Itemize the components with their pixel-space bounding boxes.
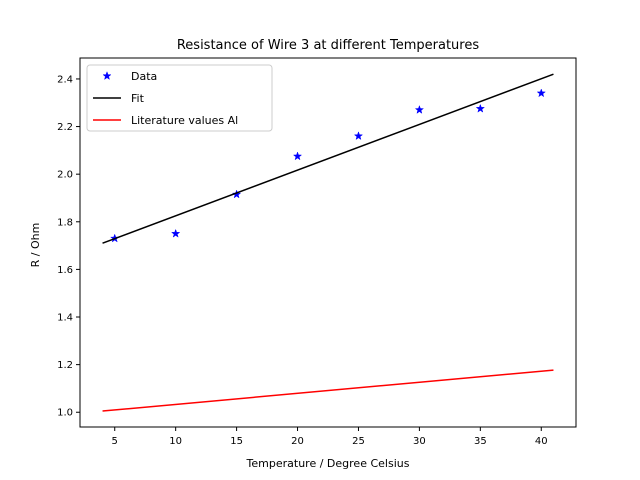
- x-axis-label: Temperature / Degree Celsius: [246, 457, 410, 470]
- y-axis-ticks: 1.0 1.2 1.4 1.6 1.8 2.0 2.2 2.4: [57, 74, 80, 419]
- axes-frame: [79, 57, 577, 428]
- y-tick-label: 2.4: [57, 74, 73, 85]
- y-tick-label: 1.0: [57, 408, 73, 419]
- y-axis-label: R / Ohm: [29, 223, 42, 268]
- y-tick-label: 1.8: [57, 217, 73, 228]
- legend-swatch: [102, 71, 112, 81]
- data-point: [414, 104, 425, 114]
- data-point: [170, 228, 181, 238]
- data-point: [536, 88, 546, 98]
- x-tick-label: 20: [291, 436, 304, 447]
- legend-box: [86, 64, 273, 132]
- data-point: [353, 131, 364, 141]
- chart-title: Resistance of Wire 3 at different Temper…: [177, 38, 480, 53]
- y-tick-label: 1.2: [57, 360, 73, 371]
- y-tick-label: 2.2: [57, 122, 73, 133]
- x-tick-label: 25: [352, 436, 365, 447]
- legend-label: Data: [131, 70, 157, 83]
- series-line-fit: [102, 73, 554, 244]
- legend-label: Literature values Al: [131, 114, 238, 127]
- legend-label: Fit: [131, 92, 145, 105]
- x-tick-label: 35: [474, 436, 487, 447]
- series-layer: [102, 73, 554, 412]
- y-tick-label: 2.0: [57, 170, 73, 181]
- y-tick-label: 1.6: [57, 265, 73, 276]
- x-axis-ticks: 5 10 15 20 25 30 35 40: [112, 427, 548, 447]
- legend-item-fit: Fit: [93, 92, 145, 105]
- x-tick-label: 10: [169, 436, 182, 447]
- data-point: [475, 103, 486, 113]
- y-tick-label: 1.4: [57, 313, 73, 324]
- series-fit: [102, 73, 554, 244]
- x-tick-label: 15: [230, 436, 243, 447]
- data-point: [231, 189, 242, 199]
- data-point: [292, 151, 303, 161]
- x-tick-label: 5: [112, 436, 118, 447]
- x-tick-label: 30: [413, 436, 426, 447]
- x-tick-label: 40: [535, 436, 548, 447]
- legend: Data Fit Literature values Al: [86, 64, 273, 132]
- series-line-literature-values-al: [102, 369, 554, 412]
- legend-item-data: Data: [102, 70, 157, 83]
- series-literature-values-al: [102, 369, 554, 412]
- legend-item-literature-values-al: Literature values Al: [93, 114, 238, 127]
